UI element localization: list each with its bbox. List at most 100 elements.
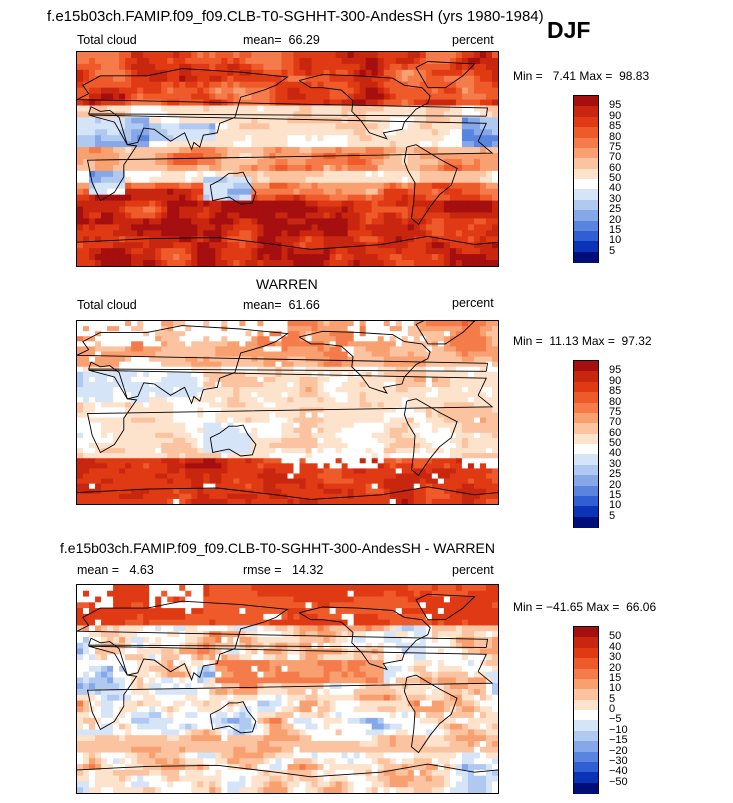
panel3-map (76, 584, 499, 794)
colorbar-swatch (574, 381, 598, 393)
coastline (403, 398, 458, 477)
colorbar-swatch (574, 147, 598, 159)
colorbar-tick-label: 15 (609, 488, 622, 501)
panel3-units: percent (452, 563, 494, 577)
colorbar-tick-label: 60 (609, 161, 622, 174)
colorbar-swatch (574, 168, 598, 180)
colorbar-swatch (574, 454, 598, 466)
coastline (415, 61, 476, 89)
panel1-minmax: Min = 7.41 Max = 98.83 (513, 69, 650, 83)
panel2-units: percent (452, 296, 494, 310)
colorbar-swatch (574, 668, 598, 680)
colorbar-swatch (574, 751, 598, 763)
colorbar-swatch (574, 710, 598, 721)
colorbar-swatch (574, 189, 598, 201)
colorbar-swatch (574, 392, 598, 403)
coastline (403, 674, 458, 754)
colorbar-tick-label: 85 (609, 385, 622, 398)
coastline (298, 606, 431, 671)
colorbar-tick-label: −5 (609, 713, 622, 726)
colorbar-swatch (574, 412, 598, 424)
panel2-map (76, 320, 499, 505)
panel1-variable-label: Total cloud (77, 33, 137, 47)
colorbar-tick-label: −50 (609, 775, 628, 788)
colorbar-tick-label: 90 (609, 109, 622, 122)
panel3-rmse-label: rmse = 14.32 (243, 563, 324, 577)
colorbar-swatch (574, 720, 598, 732)
coastline (77, 325, 489, 405)
colorbar-tick-label: 90 (609, 374, 622, 387)
colorbar-tick-label: 40 (609, 182, 622, 195)
colorbar-tick-label: 30 (609, 457, 622, 470)
colorbar-swatch (574, 106, 598, 118)
colorbar-swatch (574, 495, 598, 507)
colorbar-tick-label: 40 (609, 640, 622, 653)
coastline (415, 593, 476, 621)
colorbar-tick-label: 5 (609, 244, 616, 257)
colorbar-swatch (574, 116, 598, 128)
colorbar-swatch (574, 699, 598, 711)
colorbar-tick-label: 80 (609, 130, 622, 143)
colorbar-swatch (574, 658, 598, 669)
colorbar-swatch (574, 485, 598, 497)
colorbar-swatch (574, 96, 598, 107)
coastline (209, 424, 257, 457)
colorbar-tick-label: 10 (609, 682, 622, 695)
colorbar-tick-label: 10 (609, 234, 622, 247)
colorbar-swatch (574, 647, 598, 659)
colorbar-swatch (574, 230, 598, 242)
colorbar-swatch (574, 627, 598, 638)
colorbar-swatch (574, 772, 598, 784)
colorbar-tick-label: 75 (609, 405, 622, 418)
page-title: f.e15b03ch.FAMIP.f09_f09.CLB-T0-SGHHT-30… (47, 8, 544, 25)
colorbar-swatch (574, 251, 598, 263)
colorbar-swatch (574, 678, 598, 690)
colorbar-tick-label: −20 (609, 744, 628, 757)
colorbar-swatch (574, 361, 598, 372)
colorbar-tick-label: 50 (609, 172, 622, 184)
colorbar-swatch (574, 371, 598, 383)
colorbar-tick-label: 70 (609, 151, 622, 164)
colorbar-tick-label: 15 (609, 223, 622, 236)
colorbar-tick-label: 60 (609, 426, 622, 439)
coastline (298, 330, 431, 394)
colorbar-swatch (574, 516, 598, 528)
coastline (86, 114, 494, 202)
colorbar-tick-label: 10 (609, 499, 622, 512)
colorbar-tick-label: 30 (609, 192, 622, 205)
colorbar-swatch (574, 402, 598, 414)
panel2-title: WARREN (256, 276, 318, 292)
colorbar-swatch (574, 423, 598, 435)
map-field (77, 321, 498, 504)
colorbar-tick-label: −40 (609, 765, 628, 778)
coastline (415, 321, 476, 345)
panel3-title: f.e15b03ch.FAMIP.f09_f09.CLB-T0-SGHHT-30… (60, 540, 495, 556)
panel3-mean-label: mean = 4.63 (77, 563, 154, 577)
colorbar-swatch (574, 220, 598, 232)
colorbar-tick-label: 15 (609, 671, 622, 684)
colorbar-tick-label: 25 (609, 468, 622, 481)
colorbar-swatch (574, 210, 598, 221)
coastline (403, 144, 458, 226)
coastline (298, 74, 431, 140)
colorbar-tick-label: 95 (609, 99, 622, 112)
colorbar-swatch (574, 433, 598, 445)
colorbar-swatch (574, 137, 598, 149)
colorbar-swatch (574, 475, 598, 486)
colorbar-tick-label: 85 (609, 120, 622, 133)
coastline (77, 486, 498, 500)
panel1-colorbar: 95 90 85 80 75 70 60 50 40 30 25 20 15 10 5 (573, 95, 621, 263)
colorbar-tick-label: 40 (609, 447, 622, 460)
colorbar-tick-label: 20 (609, 213, 622, 226)
colorbar-tick-label: 5 (609, 509, 616, 522)
colorbar-tick-label: 50 (609, 630, 622, 643)
colorbar-tick-label: −30 (609, 754, 628, 767)
colorbar-swatch (574, 689, 598, 701)
colorbar-tick-label: 25 (609, 203, 622, 216)
coastline (209, 171, 257, 205)
colorbar-tick-label: 75 (609, 140, 622, 153)
panel2-minmax: Min = 11.13 Max = 97.32 (513, 334, 652, 348)
coastline (86, 369, 494, 454)
colorbar-tick-label: 20 (609, 478, 622, 491)
colorbar-swatch (574, 782, 598, 794)
